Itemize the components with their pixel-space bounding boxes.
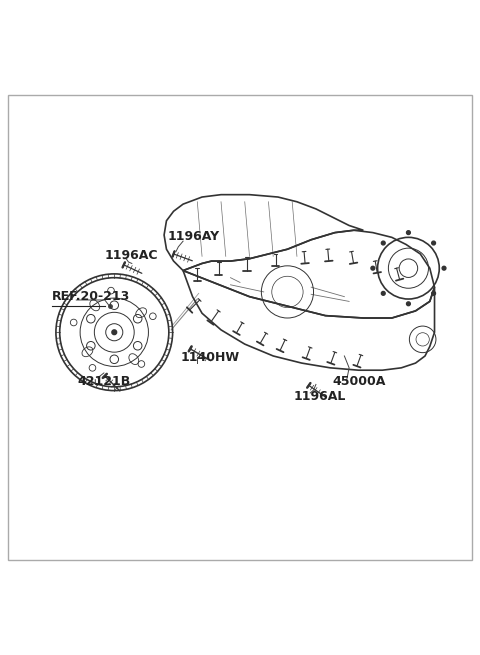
Text: 45000A: 45000A <box>333 375 386 388</box>
Text: 1196AY: 1196AY <box>168 230 220 243</box>
Circle shape <box>382 291 385 295</box>
Text: 1196AL: 1196AL <box>294 390 346 403</box>
Circle shape <box>407 302 410 306</box>
Circle shape <box>442 267 446 270</box>
Circle shape <box>371 267 375 270</box>
Text: 42121B: 42121B <box>78 375 131 388</box>
Circle shape <box>382 241 385 245</box>
Text: 1196AC: 1196AC <box>105 249 158 262</box>
Text: 1140HW: 1140HW <box>180 350 240 364</box>
Circle shape <box>432 291 435 295</box>
Circle shape <box>432 241 435 245</box>
Circle shape <box>112 330 117 335</box>
Text: REF.20-213: REF.20-213 <box>52 290 130 303</box>
Circle shape <box>407 231 410 234</box>
